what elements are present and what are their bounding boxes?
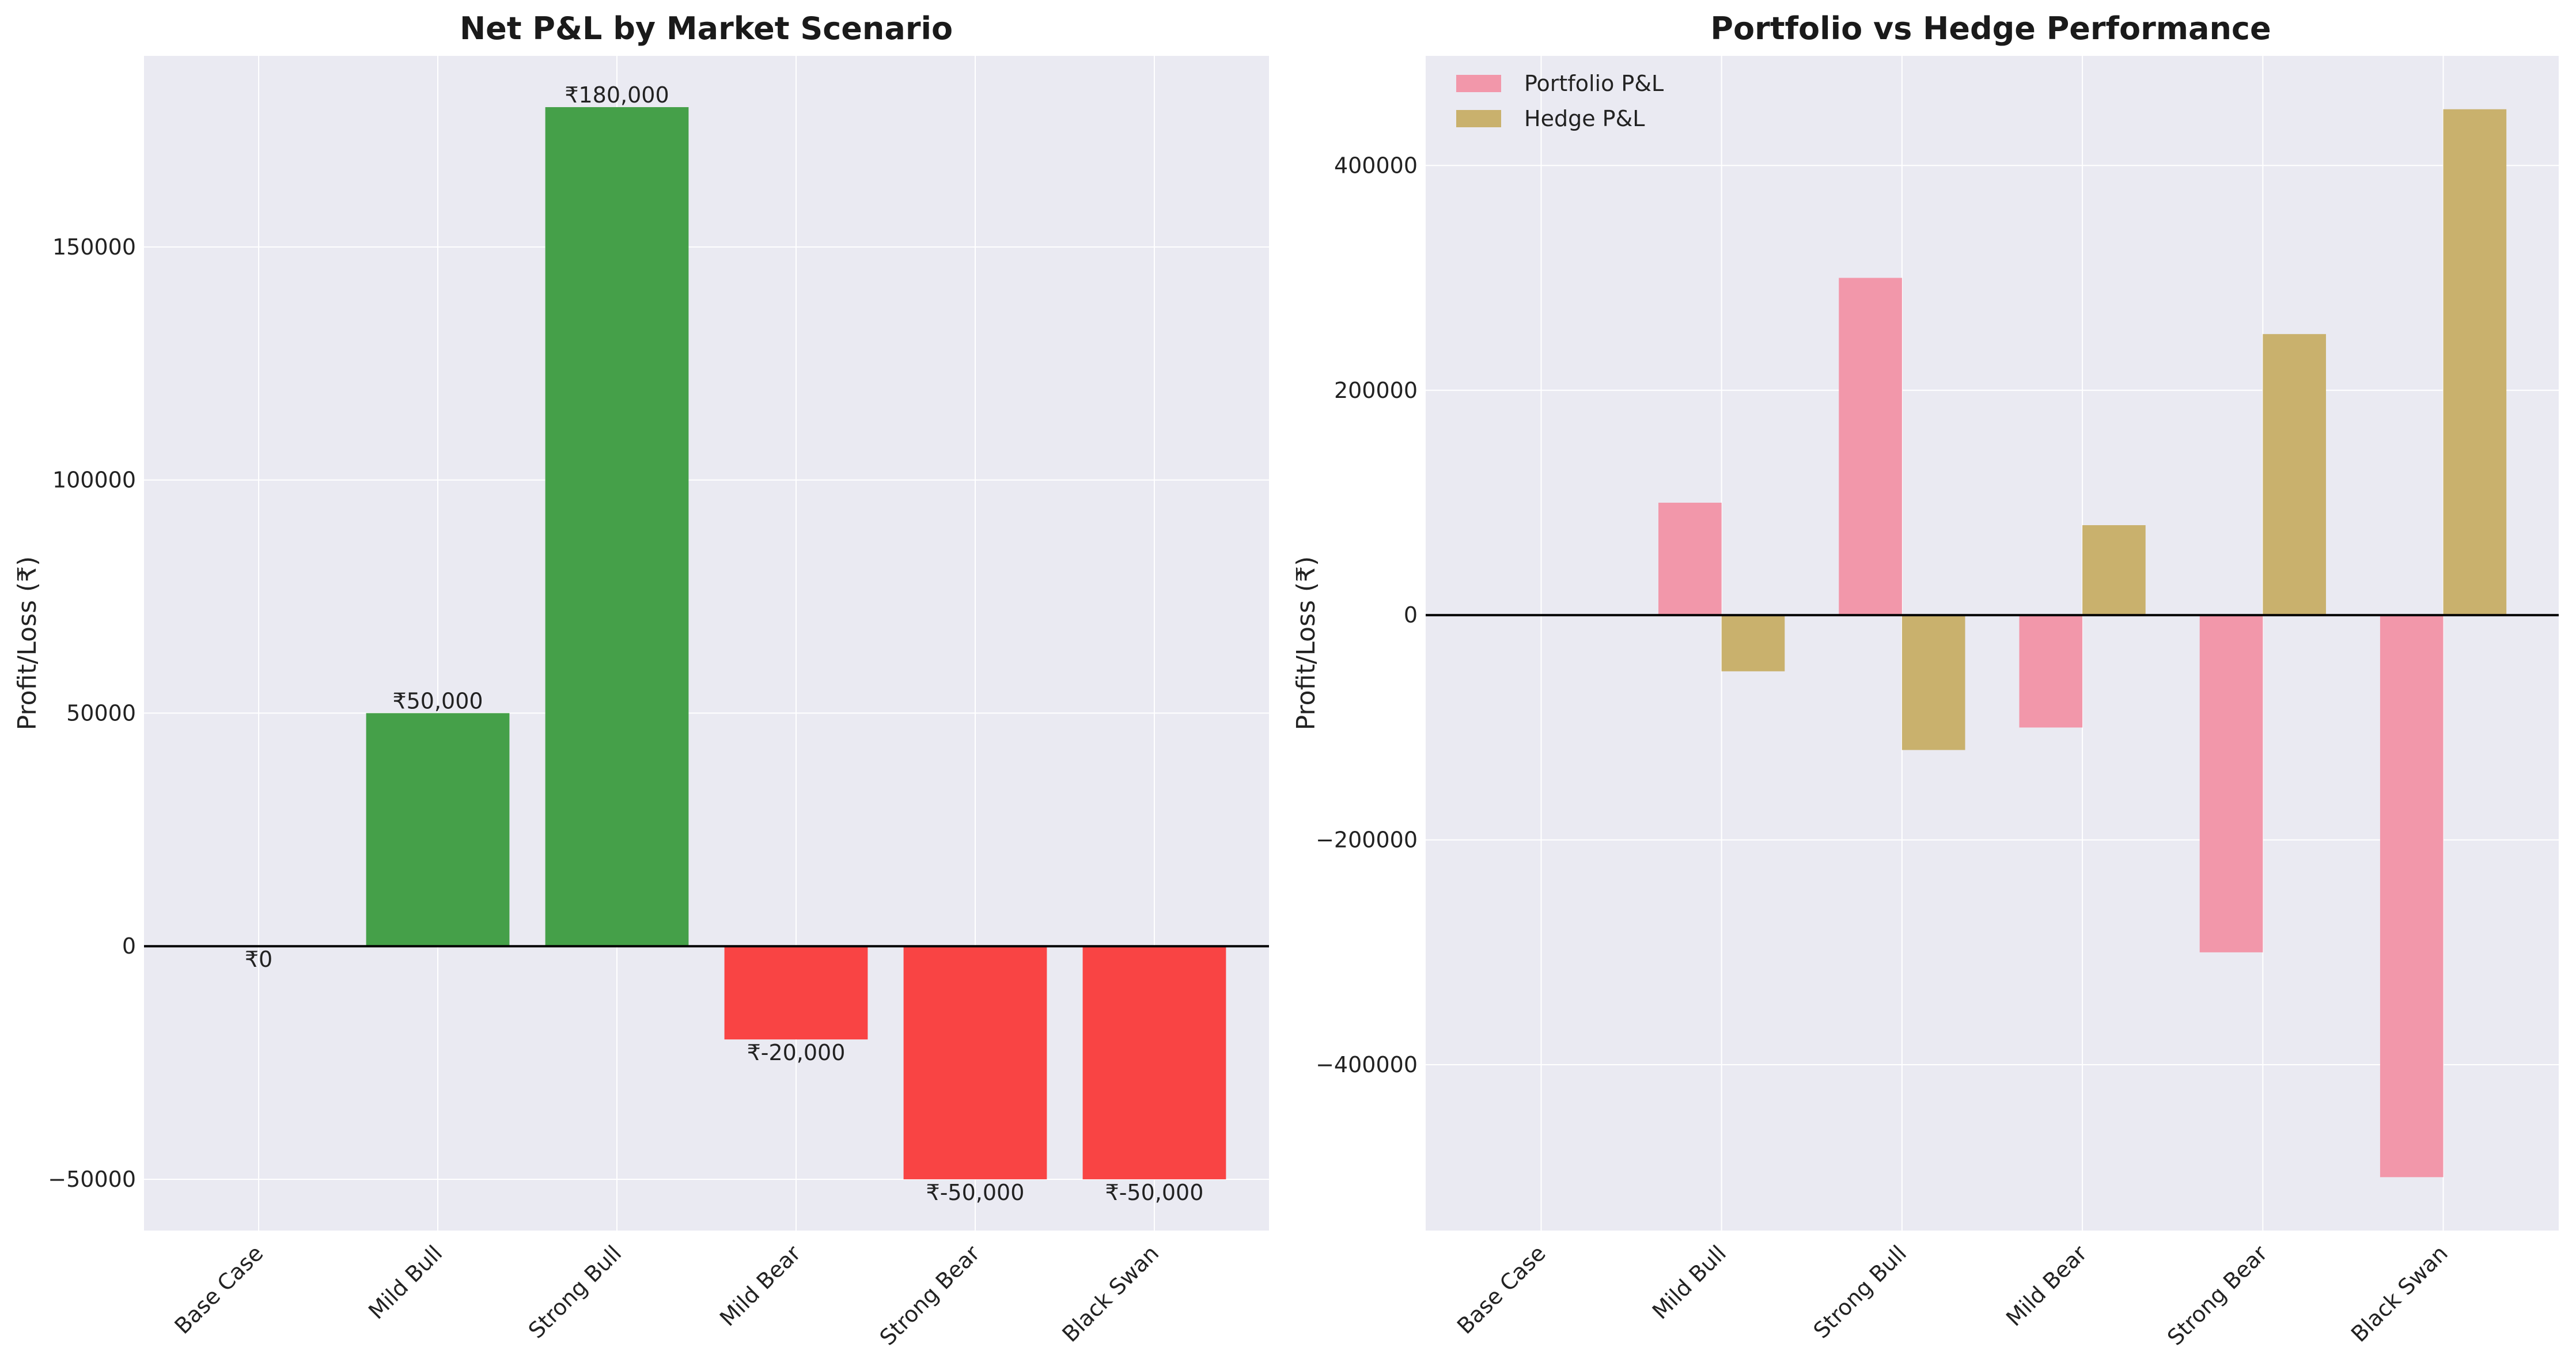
x-tick-label-mild-bull: Mild Bull	[1647, 1240, 1731, 1324]
x-tick-label-base-case: Base Case	[1452, 1240, 1551, 1339]
chart-portfolio-vs-hedge: Portfolio vs Hedge Performance −400000 −2…	[1291, 10, 2559, 1350]
chart-net-pnl: Net P&L by Market Scenario ₹0 ₹50,000 ₹180…	[13, 10, 1269, 1350]
y-tick-label: −200000	[1316, 827, 1418, 853]
legend-swatch-portfolio	[1456, 75, 1501, 92]
bar-hedge-p-l-strong-bull	[1901, 615, 1965, 750]
bar-strong-bear	[903, 946, 1047, 1179]
data-label-base-case: ₹0	[245, 947, 272, 972]
chart1-bars	[187, 107, 1226, 1179]
bar-strong-bull	[545, 107, 689, 947]
data-label-strong-bull: ₹180,000	[565, 82, 669, 108]
x-tick-label-base-case: Base Case	[170, 1240, 268, 1339]
bar-black-swan	[1082, 946, 1226, 1179]
chart1-y-axis-label: Profit/Loss (₹)	[13, 556, 42, 730]
chart1-plot-area	[144, 56, 1269, 1231]
chart2-title: Portfolio vs Hedge Performance	[1710, 10, 2271, 47]
bar-portfolio-p-l-mild-bull	[1658, 502, 1722, 616]
y-tick-label: 0	[1404, 602, 1418, 628]
y-tick-label: −400000	[1316, 1052, 1418, 1077]
x-tick-label-mild-bull: Mild Bull	[363, 1240, 447, 1324]
chart2-legend: Portfolio P&L Hedge P&L	[1456, 71, 1664, 131]
legend-label-hedge: Hedge P&L	[1524, 106, 1645, 131]
chart2-y-ticks: −400000 −200000 0 200000 400000	[1316, 153, 1418, 1077]
x-tick-label-mild-bear: Mild Bear	[715, 1240, 806, 1331]
bar-portfolio-p-l-black-swan	[2380, 615, 2444, 1178]
x-tick-label-black-swan: Black Swan	[2346, 1240, 2453, 1347]
bar-mild-bull	[366, 713, 510, 947]
x-tick-label-mild-bear: Mild Bear	[2001, 1240, 2092, 1331]
legend-swatch-hedge	[1456, 110, 1501, 127]
x-tick-label-strong-bull: Strong Bull	[1809, 1240, 1912, 1343]
data-label-strong-bear: ₹-50,000	[926, 1180, 1025, 1205]
bar-mild-bear	[724, 946, 868, 1040]
data-label-mild-bull: ₹50,000	[392, 688, 483, 713]
x-tick-label-strong-bull: Strong Bull	[524, 1240, 627, 1343]
y-tick-label: 100000	[52, 468, 136, 493]
bar-portfolio-p-l-mild-bear	[2019, 615, 2083, 728]
bar-hedge-p-l-strong-bear	[2263, 334, 2326, 616]
y-tick-label: 0	[122, 933, 136, 959]
x-tick-label-strong-bear: Strong Bear	[875, 1240, 985, 1350]
bar-hedge-p-l-mild-bull	[1721, 615, 1785, 671]
chart2-y-axis-label: Profit/Loss (₹)	[1291, 556, 1321, 730]
y-tick-label: 150000	[52, 234, 136, 260]
chart2-plot-area	[1426, 56, 2559, 1231]
chart2-x-ticks: Base Case Mild Bull Strong Bull Mild Bear St…	[1452, 1240, 2453, 1350]
x-tick-label-black-swan: Black Swan	[1057, 1240, 1164, 1347]
legend-label-portfolio: Portfolio P&L	[1524, 71, 1664, 96]
data-label-mild-bear: ₹-20,000	[747, 1040, 846, 1065]
bar-portfolio-p-l-strong-bear	[2199, 615, 2263, 952]
bar-portfolio-p-l-strong-bull	[1839, 278, 1902, 616]
x-tick-label-strong-bear: Strong Bear	[2162, 1240, 2272, 1350]
chart1-title: Net P&L by Market Scenario	[460, 10, 953, 47]
y-tick-label: −50000	[48, 1167, 136, 1192]
chart2-grid	[1426, 56, 2559, 1231]
chart2-bars	[1478, 109, 2507, 1178]
chart1-x-ticks: Base Case Mild Bull Strong Bull Mild Bear St…	[170, 1240, 1164, 1350]
bar-hedge-p-l-mild-bear	[2082, 525, 2146, 616]
bar-hedge-p-l-black-swan	[2443, 109, 2507, 616]
chart1-y-ticks: −50000 0 50000 100000 150000	[48, 234, 136, 1192]
y-tick-label: 200000	[1334, 378, 1418, 403]
y-tick-label: 50000	[66, 700, 136, 726]
y-tick-label: 400000	[1334, 153, 1418, 178]
chart1-data-labels: ₹0 ₹50,000 ₹180,000 ₹-20,000 ₹-50,000 ₹-50,00…	[245, 82, 1204, 1205]
data-label-black-swan: ₹-50,000	[1105, 1180, 1204, 1205]
